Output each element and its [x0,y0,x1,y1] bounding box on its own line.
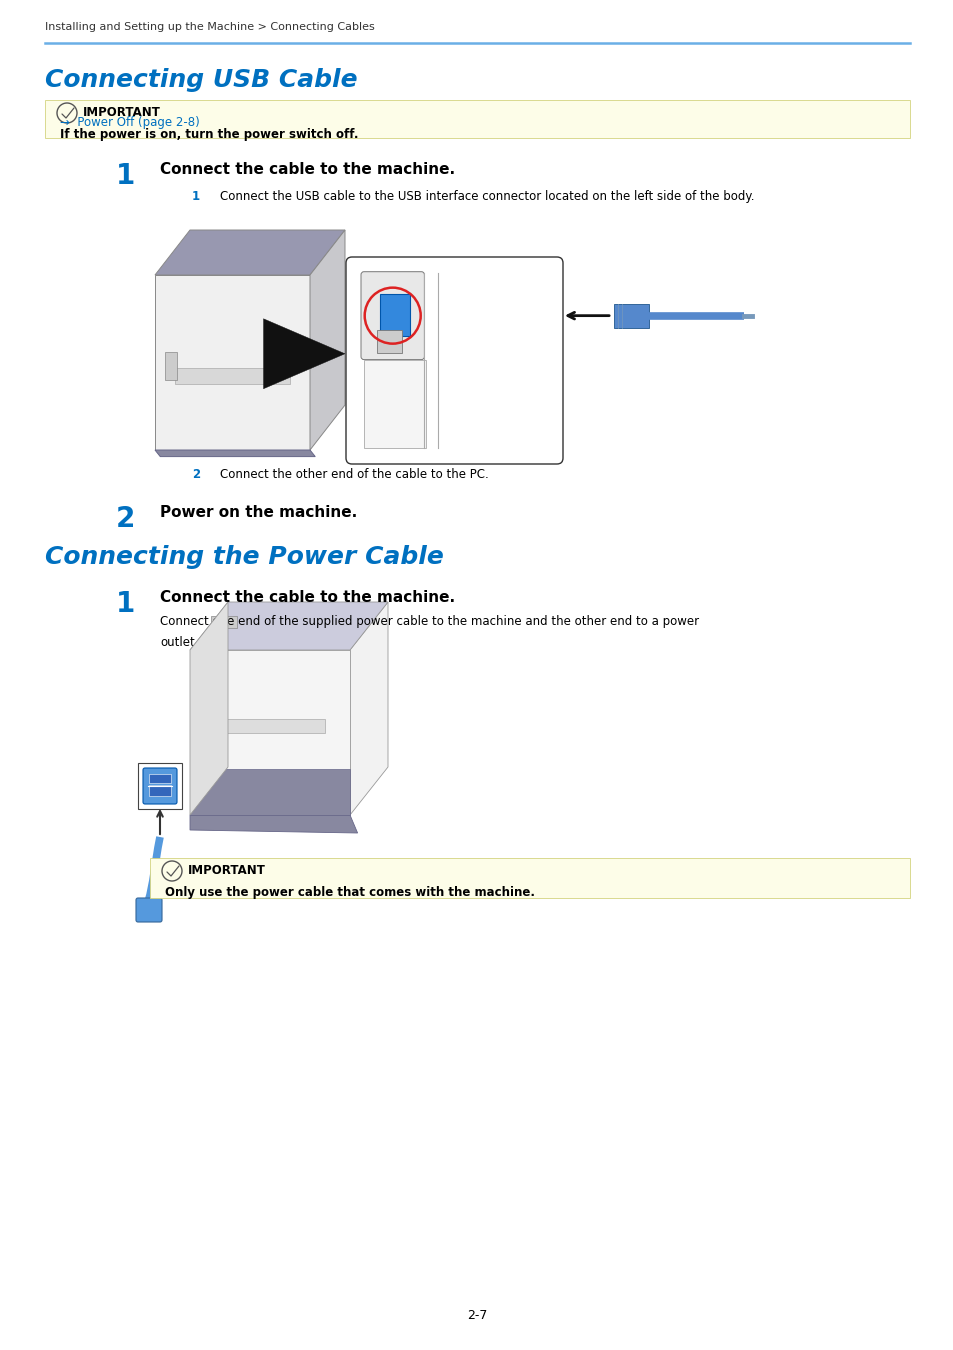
FancyBboxPatch shape [143,768,177,805]
Polygon shape [190,815,357,833]
Text: Connect the cable to the machine.: Connect the cable to the machine. [160,590,455,605]
Polygon shape [310,230,345,450]
Text: 2: 2 [115,505,135,533]
FancyBboxPatch shape [214,718,325,733]
FancyBboxPatch shape [346,256,562,464]
FancyBboxPatch shape [149,774,171,783]
FancyBboxPatch shape [379,293,410,336]
Polygon shape [190,768,350,815]
Text: 2-7: 2-7 [466,1310,487,1322]
Text: Connect the other end of the cable to the PC.: Connect the other end of the cable to th… [220,468,488,481]
Polygon shape [263,319,345,389]
Text: IMPORTANT: IMPORTANT [83,107,161,120]
Polygon shape [154,275,310,450]
FancyBboxPatch shape [138,763,182,809]
Text: outlet.: outlet. [160,636,198,649]
Text: If the power is on, turn the power switch off.: If the power is on, turn the power switc… [60,128,358,140]
FancyBboxPatch shape [174,367,290,383]
Text: 1: 1 [115,590,135,618]
Text: Connect one end of the supplied power cable to the machine and the other end to : Connect one end of the supplied power ca… [160,616,699,628]
FancyBboxPatch shape [360,271,424,359]
FancyBboxPatch shape [614,304,648,328]
Text: Installing and Setting up the Machine > Connecting Cables: Installing and Setting up the Machine > … [45,22,375,32]
Polygon shape [154,230,345,275]
Text: Connecting USB Cable: Connecting USB Cable [45,68,357,92]
FancyBboxPatch shape [45,100,909,138]
Text: IMPORTANT: IMPORTANT [188,864,266,878]
Text: Connect the USB cable to the USB interface connector located on the left side of: Connect the USB cable to the USB interfa… [220,190,754,202]
Polygon shape [190,649,350,815]
Text: 1: 1 [115,162,135,190]
FancyBboxPatch shape [364,360,425,448]
FancyBboxPatch shape [376,329,402,352]
Polygon shape [190,602,388,649]
Text: Only use the power cable that comes with the machine.: Only use the power cable that comes with… [165,886,535,899]
Polygon shape [190,602,228,815]
FancyBboxPatch shape [136,898,162,922]
Text: 2: 2 [192,468,200,481]
FancyBboxPatch shape [149,784,171,796]
FancyBboxPatch shape [150,859,909,898]
Text: Power on the machine.: Power on the machine. [160,505,356,520]
FancyBboxPatch shape [165,352,177,379]
FancyBboxPatch shape [211,617,222,628]
FancyBboxPatch shape [226,617,236,628]
Text: →  Power Off (page 2-8): → Power Off (page 2-8) [60,116,199,130]
Text: Connect the cable to the machine.: Connect the cable to the machine. [160,162,455,177]
Polygon shape [154,450,314,456]
Text: 1: 1 [192,190,200,202]
Polygon shape [350,602,388,815]
Text: Connecting the Power Cable: Connecting the Power Cable [45,545,443,568]
